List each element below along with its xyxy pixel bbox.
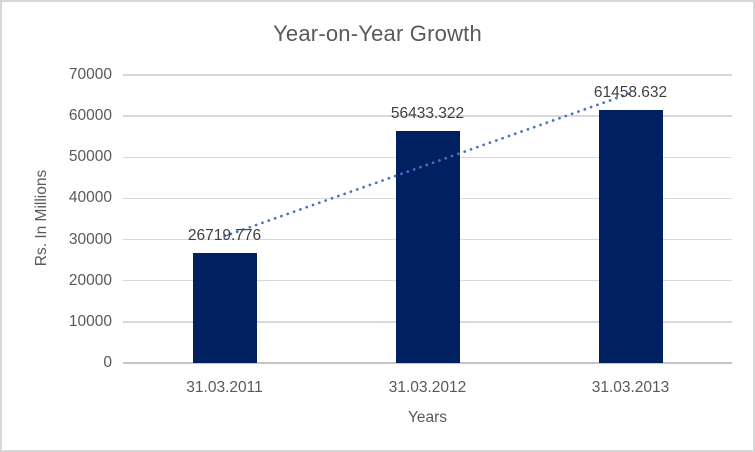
- y-tick-label: 70000: [68, 66, 112, 83]
- y-tick-label: 40000: [68, 189, 112, 207]
- bar[interactable]: [192, 253, 257, 363]
- x-tick-label: 31.03.2011: [186, 379, 263, 396]
- y-tick-label: 50000: [68, 148, 112, 166]
- y-tick-label: 0: [103, 354, 112, 371]
- y-tick-label: 20000: [68, 271, 112, 289]
- y-tick-label: 30000: [68, 230, 112, 248]
- bar[interactable]: [598, 110, 663, 363]
- x-tick-label: 31.03.2013: [591, 379, 670, 396]
- gridline: [123, 74, 732, 76]
- x-axis-line: [123, 362, 732, 364]
- x-tick-label: 31.03.2012: [388, 379, 467, 396]
- bar[interactable]: [395, 130, 460, 363]
- y-tick-label: 60000: [68, 107, 112, 125]
- chart-title: Year-on-Year Growth: [273, 21, 482, 46]
- x-axis-title: Years: [407, 409, 448, 426]
- y-tick-label: 10000: [68, 312, 112, 330]
- y-axis-title: Rs. In Millions: [33, 169, 50, 267]
